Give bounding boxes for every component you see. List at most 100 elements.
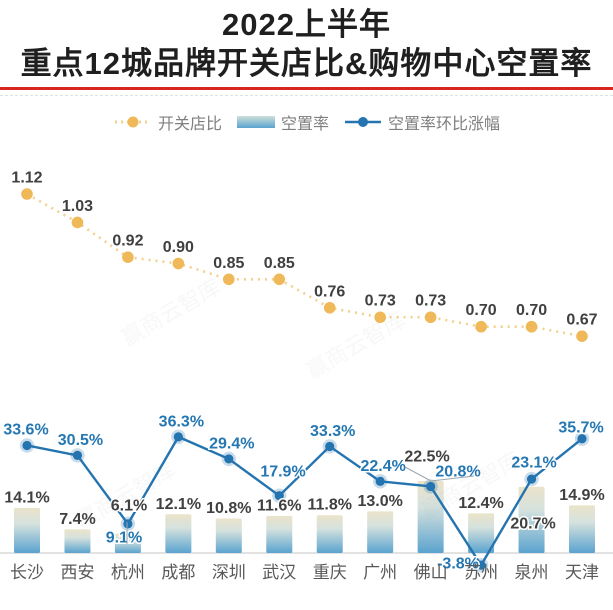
- point-halo-9: [473, 557, 489, 573]
- legend-item-vacancy-rate: 空置率: [236, 110, 329, 134]
- title-underline: [0, 87, 613, 90]
- vacancy-bar-5: [266, 515, 293, 553]
- vacancy-bar-0: [14, 507, 40, 553]
- open-close-point-4: [223, 273, 235, 286]
- open-close-point-1: [71, 216, 84, 229]
- page-title-line1: 2022上半年: [222, 7, 391, 42]
- vacancy-change-point-1: [72, 450, 83, 460]
- vacancy-change-point-5: [274, 491, 284, 501]
- city-label-3: 成都: [161, 563, 195, 582]
- legend-item-vacancy-change: 空置率环比涨幅: [343, 110, 500, 134]
- open-close-point-2: [122, 251, 134, 263]
- vacancy-bar-6: [316, 515, 343, 553]
- dashed-separator: [0, 95, 613, 96]
- watermark: 赢商云智库: [301, 306, 410, 384]
- vacancy-change-point-11: [577, 434, 587, 444]
- open-close-point-7: [374, 311, 386, 324]
- open-close-point-8: [424, 311, 437, 324]
- open-close-point-6: [323, 301, 336, 314]
- vacancy-change-point-6: [325, 441, 335, 452]
- title-block: 2022上半年 重点12城品牌开关店比&购物中心空置率: [0, 0, 613, 83]
- legend-label: 开关店比: [157, 116, 222, 133]
- vacancy-label-10: 20.7%: [510, 516, 555, 533]
- city-label-5: 武汉: [262, 563, 296, 582]
- vacancy-change-point-8: [426, 481, 436, 492]
- open-close-label-5: 0.85: [264, 255, 295, 272]
- vacancy-change-line: [26, 435, 583, 568]
- vacancy-label-0: 14.1%: [4, 489, 49, 506]
- vacancy-change-point-3: [173, 432, 183, 442]
- city-label-4: 深圳: [212, 563, 246, 582]
- vacancy-change-point-2: [123, 519, 133, 529]
- vacancy-change-label-8: 20.8%: [435, 464, 480, 481]
- vacancy-label-2: 6.1%: [111, 498, 147, 515]
- vacancy-bar-4: [215, 518, 242, 553]
- watermark: 赢商云智库: [116, 273, 225, 351]
- open-close-point-0: [21, 188, 33, 200]
- city-label-2: 杭州: [111, 563, 145, 582]
- point-halo-8: [423, 479, 438, 494]
- vacancy-bar-11: [568, 505, 595, 553]
- open-close-point-3: [172, 257, 185, 270]
- vacancy-change-label-4: 29.4%: [209, 435, 254, 452]
- vacancy-label-8: 22.5%: [404, 449, 449, 466]
- bar-swatch-icon: [236, 116, 275, 128]
- point-halo-1: [70, 448, 85, 463]
- open-close-label-0: 1.12: [11, 170, 42, 187]
- vacancy-change-label-11: 35.7%: [558, 420, 603, 437]
- open-close-label-6: 0.76: [314, 283, 345, 300]
- vacancy-bar-8: [417, 481, 444, 553]
- open-close-label-2: 0.92: [112, 233, 143, 250]
- point-halo-10: [524, 471, 539, 487]
- open-close-label-11: 0.67: [566, 312, 597, 329]
- dotted-line-swatch-icon: [114, 116, 151, 128]
- label-leader-line: [430, 475, 475, 482]
- point-halo-2: [120, 516, 136, 532]
- vacancy-change-point-0: [22, 440, 32, 451]
- city-label-8: 佛山: [414, 563, 448, 582]
- point-halo-11: [574, 431, 590, 446]
- point-halo-3: [171, 429, 186, 445]
- vacancy-change-label-9: -3.8%: [437, 556, 479, 573]
- vacancy-change-label-5: 17.9%: [260, 464, 305, 481]
- vacancy-change-point-4: [224, 454, 234, 464]
- open-close-point-5: [273, 273, 286, 286]
- city-label-11: 天津: [565, 563, 599, 582]
- legend-label: 空置率环比涨幅: [388, 116, 501, 133]
- vacancy-bar-1: [64, 529, 91, 553]
- city-label-10: 泉州: [515, 563, 549, 582]
- vacancy-label-3: 12.1%: [156, 496, 201, 513]
- vacancy-change-point-7: [375, 476, 385, 486]
- city-label-9: 苏州: [464, 563, 498, 582]
- vacancy-label-11: 14.9%: [559, 487, 604, 504]
- point-halo-5: [272, 488, 287, 503]
- vacancy-label-6: 11.8%: [307, 497, 351, 514]
- vacancy-change-point-10: [526, 474, 537, 484]
- page-title-line2: 重点12城品牌开关店比&购物中心空置率: [20, 46, 593, 81]
- vacancy-bar-10: [518, 486, 545, 553]
- vacancy-label-9: 12.4%: [458, 495, 503, 512]
- open-close-label-9: 0.70: [466, 302, 497, 319]
- vacancy-change-label-2: 9.1%: [106, 530, 142, 547]
- vacancy-bar-7: [367, 511, 394, 553]
- city-label-1: 西安: [60, 563, 94, 582]
- vacancy-change-label-10: 23.1%: [511, 455, 556, 472]
- open-close-label-7: 0.73: [365, 293, 396, 310]
- open-close-point-11: [576, 330, 588, 343]
- point-halo-7: [372, 474, 388, 489]
- vacancy-change-point-9: [476, 560, 486, 570]
- watermark: 赢商云智库: [416, 446, 525, 524]
- vacancy-change-label-1: 30.5%: [58, 432, 103, 449]
- open-close-label-10: 0.70: [516, 302, 547, 319]
- legend-label: 空置率: [280, 116, 329, 133]
- vacancy-change-label-7: 22.4%: [360, 458, 405, 475]
- open-close-label-8: 0.73: [415, 293, 446, 310]
- city-label-7: 广州: [363, 563, 397, 582]
- city-label-6: 重庆: [313, 563, 347, 582]
- watermark: 赢商云智库: [71, 456, 180, 534]
- vacancy-change-label-0: 33.6%: [3, 422, 48, 439]
- vacancy-change-label-3: 36.3%: [159, 413, 204, 430]
- line-swatch-icon: [345, 117, 381, 127]
